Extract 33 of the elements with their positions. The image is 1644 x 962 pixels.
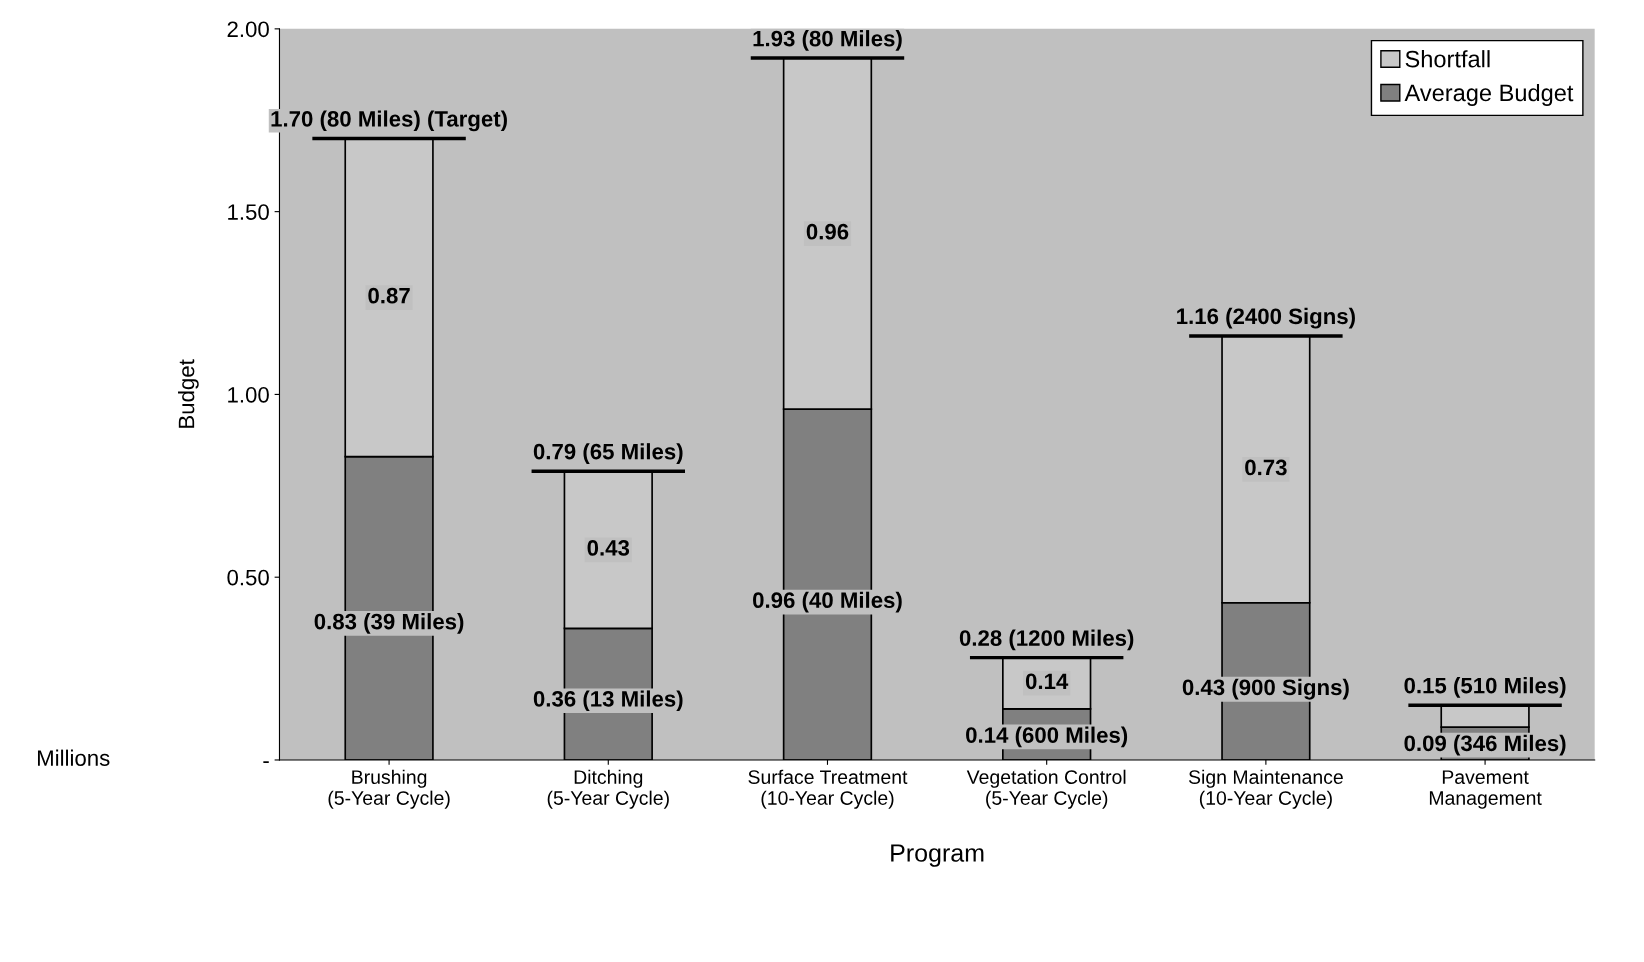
total-label: 0.79 (65 Miles)	[533, 443, 683, 464]
legend-label: Average Budget	[1404, 83, 1574, 106]
data-label: 0.87	[368, 287, 410, 304]
data-label: 0.43	[587, 540, 630, 556]
x-tick-label: Ditching (5-Year Cycle)	[547, 769, 669, 809]
legend-label: Shortfall	[1405, 50, 1490, 68]
data-label: 0.73	[1245, 459, 1287, 476]
data-label: 0.09 (346 Miles)	[1404, 734, 1566, 756]
y-tick-label: 1.50	[228, 204, 269, 220]
total-label: 1.93 (80 Miles)	[753, 30, 902, 51]
x-tick-label: Brushing (5-Year Cycle)	[328, 769, 450, 809]
x-axis-title: Program	[891, 844, 984, 867]
data-label: 0.14	[1025, 673, 1069, 690]
y-tick-label: -	[263, 761, 269, 763]
x-tick-label: Pavement Management	[1429, 770, 1542, 809]
data-label: 0.14 (600 Miles)	[966, 726, 1128, 748]
x-tick-label: Sign Maintenance (10-Year Cycle)	[1188, 769, 1343, 809]
data-label: 0.43 (900 Signs)	[1182, 678, 1349, 700]
total-label: 1.70 (80 Miles) (Target)	[271, 110, 507, 132]
y-tick-label: 0.50	[227, 569, 269, 586]
x-tick-label: Vegetation Control (5-Year Cycle)	[966, 769, 1126, 809]
data-label: 0.36 (13 Miles)	[533, 690, 683, 712]
text: Millions	[37, 749, 110, 766]
data-label: 0.96 (40 Miles)	[753, 591, 902, 613]
y-tick-label: 1.00	[228, 386, 269, 403]
total-label: 0.15 (510 Miles)	[1404, 677, 1566, 698]
data-label: 0.83 (39 Miles)	[314, 613, 464, 634]
x-tick-label: Surface Treatment (10-Year Cycle)	[748, 769, 908, 809]
y-axis-title: Budget	[178, 359, 199, 428]
total-label: 1.16 (2400 Signs)	[1177, 307, 1355, 329]
data-label: 0.96	[806, 223, 849, 240]
y-tick-label: 2.00	[227, 21, 269, 38]
total-label: 0.28 (1200 Miles)	[959, 629, 1134, 651]
